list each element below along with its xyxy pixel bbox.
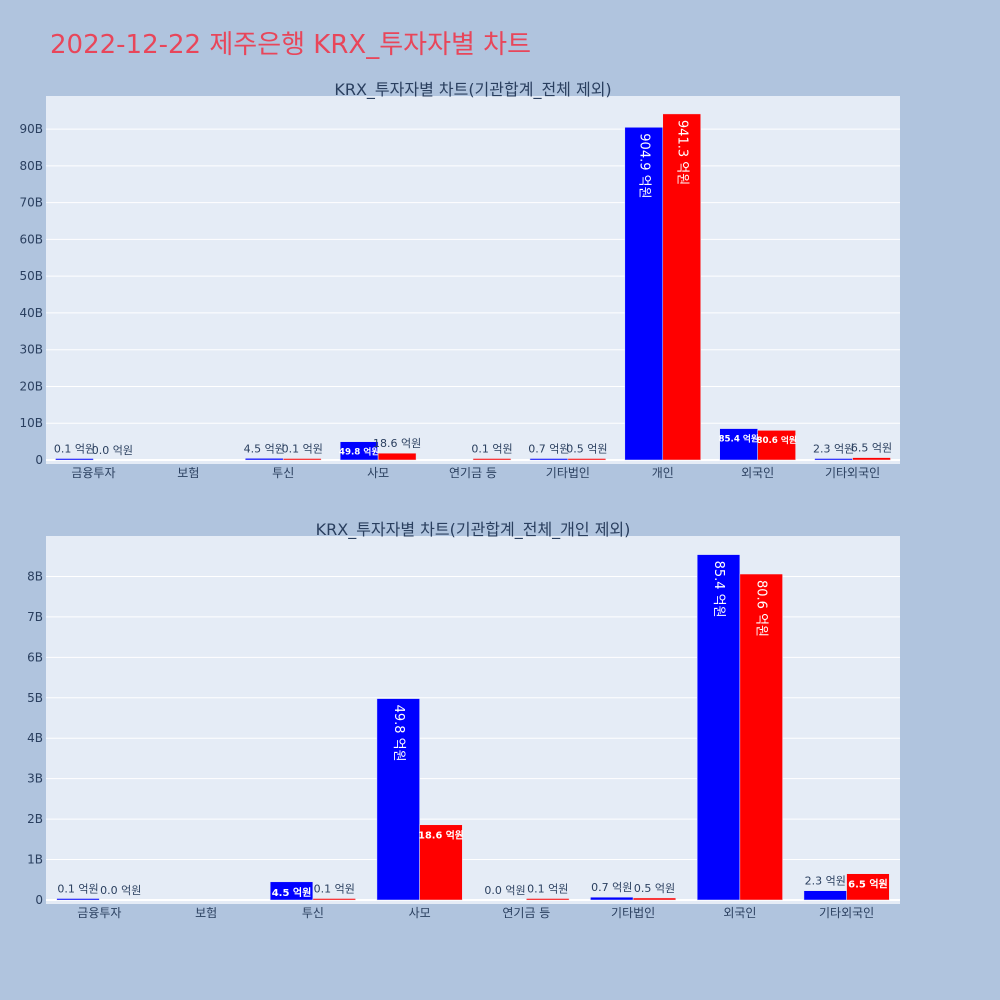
data-label: 0.1 억원 [527, 883, 568, 896]
bar [719, 428, 758, 461]
y-tick-label: 0 [35, 453, 43, 467]
bar [803, 890, 847, 901]
data-label: 4.5 억원 [244, 442, 285, 455]
bar [376, 698, 420, 901]
x-tick-label: 외국인 [741, 466, 774, 480]
bar [757, 430, 796, 461]
y-tick-label: 30B [19, 343, 43, 357]
y-tick-label: 3B [27, 772, 43, 786]
x-tick-label: 보험 [195, 906, 217, 920]
x-tick-label: 사모 [367, 466, 389, 480]
y-tick-label: 60B [19, 232, 43, 246]
x-tick-label: 연기금 등 [449, 466, 497, 480]
y-tick-label: 80B [19, 159, 43, 173]
data-label: 0.0 억원 [484, 884, 525, 897]
bar [567, 458, 607, 461]
x-tick-label: 금융투자 [77, 906, 121, 920]
data-label: 6.5 억원 [848, 878, 888, 891]
x-tick-label: 외국인 [723, 906, 756, 920]
data-label: 85.4 억원 [711, 561, 726, 618]
chart-title: KRX_투자자별 차트(기관합계_전체_개인 제외) [316, 520, 631, 540]
y-tick-label: 40B [19, 306, 43, 320]
bar [852, 457, 891, 461]
y-tick-label: 2B [27, 812, 43, 826]
bar [55, 458, 94, 461]
data-label: 49.8 억원 [391, 705, 406, 762]
data-label: 0.1 억원 [54, 443, 95, 456]
page-title: 2022-12-22 제주은행 KRX_투자자별 차트 [50, 30, 532, 60]
data-label: 0.1 억원 [314, 883, 355, 896]
data-label: 80.6 억원 [754, 580, 769, 637]
data-label: 904.9 억원 [636, 133, 651, 198]
x-tick-label: 연기금 등 [502, 906, 550, 920]
x-tick-label: 기타외국인 [825, 466, 880, 480]
x-tick-label: 사모 [409, 906, 431, 920]
plot-area [46, 96, 900, 464]
x-tick-label: 기타법인 [611, 906, 655, 920]
data-label: 0.1 억원 [57, 883, 98, 896]
x-tick-label: 기타외국인 [819, 906, 874, 920]
data-label: 85.4 억원 [718, 432, 758, 444]
bar [526, 898, 570, 901]
bar [632, 897, 677, 901]
x-tick-label: 투신 [302, 906, 324, 920]
data-label: 80.6 억원 [756, 434, 796, 446]
data-label: 0.5 억원 [566, 443, 607, 456]
y-tick-label: 7B [27, 610, 43, 624]
y-tick-label: 70B [19, 196, 43, 210]
data-label: 0.7 억원 [528, 443, 569, 456]
bar [339, 441, 379, 461]
data-label: 6.5 억원 [851, 442, 892, 455]
bar [312, 898, 356, 901]
bar [377, 452, 417, 461]
y-tick-label: 0 [35, 893, 43, 907]
y-tick-label: 1B [27, 853, 43, 867]
data-label: 941.3 억원 [674, 120, 689, 185]
bar [56, 898, 100, 901]
data-label: 0.7 억원 [591, 881, 632, 894]
y-tick-label: 20B [19, 379, 43, 393]
y-tick-label: 4B [27, 731, 43, 745]
data-label: 2.3 억원 [805, 875, 846, 888]
bar [472, 458, 512, 461]
data-label: 49.8 억원 [339, 445, 379, 457]
bar [419, 824, 463, 901]
y-tick-label: 5B [27, 691, 43, 705]
data-label: 4.5 억원 [272, 886, 312, 899]
chart-title: KRX_투자자별 차트(기관합계_전체 제외) [334, 80, 611, 100]
data-label: 0.0 억원 [100, 884, 141, 897]
y-tick-label: 6B [27, 650, 43, 664]
data-label: 0.1 억원 [471, 443, 512, 456]
data-label: 0.1 억원 [282, 443, 323, 456]
data-label: 2.3 억원 [813, 443, 854, 456]
y-tick-label: 8B [27, 569, 43, 583]
bar [269, 881, 314, 901]
bar [846, 873, 890, 901]
y-tick-label: 50B [19, 269, 43, 283]
y-tick-label: 90B [19, 122, 43, 136]
data-label: 18.6 억원 [373, 437, 421, 450]
data-label: 0.5 억원 [634, 882, 675, 895]
data-label: 18.6 억원 [418, 829, 464, 842]
x-tick-label: 투신 [272, 466, 294, 480]
y-tick-label: 10B [19, 416, 43, 430]
x-tick-label: 보험 [177, 466, 199, 480]
x-tick-label: 기타법인 [546, 466, 590, 480]
bar [282, 458, 322, 461]
data-label: 0.0 억원 [92, 444, 133, 457]
x-tick-label: 개인 [652, 466, 674, 480]
x-tick-label: 금융투자 [71, 466, 115, 480]
bar [696, 554, 741, 901]
bar [662, 113, 701, 461]
bar [739, 573, 783, 901]
bar [624, 127, 664, 461]
bar [590, 896, 634, 901]
